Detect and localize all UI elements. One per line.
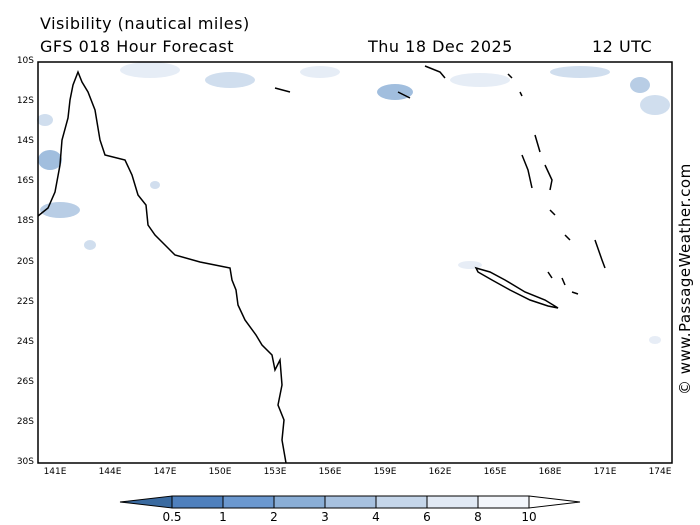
lat-label: 24S [16, 336, 34, 347]
lat-label: 18S [16, 216, 34, 227]
visibility-fields [37, 62, 670, 344]
lon-label: 141E [43, 467, 67, 477]
lat-label: 30S [16, 457, 34, 467]
lat-label: 28S [16, 416, 34, 427]
lon-label: 147E [153, 467, 177, 477]
lon-label: 174E [648, 467, 672, 477]
colorbar-label: 10 [521, 510, 537, 524]
colorbar-label: 4 [372, 510, 380, 524]
lat-label: 16S [16, 176, 34, 187]
colorbar-segment [119, 495, 173, 509]
vanuatu [521, 134, 606, 269]
forecast-label: GFS 018 Hour Forecast [40, 37, 235, 56]
solomon-islands [274, 65, 523, 99]
colorbar-segment [222, 495, 275, 509]
map-title: Visibility (nautical miles) [40, 14, 250, 33]
colorbar-segment [426, 495, 479, 509]
colorbar-label: 0.5 [162, 510, 182, 524]
colorbar [119, 495, 581, 509]
lon-label: 171E [593, 467, 617, 477]
lat-label: 20S [16, 256, 34, 267]
forecast-time: 12 UTC [592, 37, 653, 56]
loyalty-islands [547, 271, 579, 295]
credit-watermark: © www.PassageWeather.com [676, 163, 694, 395]
lat-label: 12S [16, 96, 34, 107]
lon-label: 153E [263, 467, 287, 477]
map-frame [37, 61, 673, 464]
lon-label: 150E [208, 467, 232, 477]
coastlines [37, 65, 606, 464]
colorbar-label: 2 [270, 510, 278, 524]
lon-label: 162E [428, 467, 452, 477]
colorbar-segment [324, 495, 377, 509]
colorbar-segment [528, 495, 581, 509]
colorbar-segment [273, 495, 326, 509]
colorbar-label: 8 [474, 510, 482, 524]
forecast-date: Thu 18 Dec 2025 [368, 37, 513, 56]
lon-label: 144E [98, 467, 122, 477]
lat-label: 26S [16, 376, 34, 387]
lat-label: 10S [16, 56, 34, 66]
lat-label: 14S [16, 136, 34, 147]
lat-label: 22S [16, 296, 34, 307]
lon-label: 165E [483, 467, 507, 477]
lon-label: 156E [318, 467, 342, 477]
new-caledonia [474, 266, 559, 309]
lon-label: 168E [538, 467, 562, 477]
colorbar-label: 3 [321, 510, 329, 524]
australia-coastline [37, 69, 287, 464]
colorbar-segment [477, 495, 530, 509]
colorbar-label: 1 [219, 510, 227, 524]
lon-label: 159E [373, 467, 397, 477]
colorbar-segment [171, 495, 224, 509]
colorbar-label: 6 [423, 510, 431, 524]
colorbar-segment [375, 495, 428, 509]
